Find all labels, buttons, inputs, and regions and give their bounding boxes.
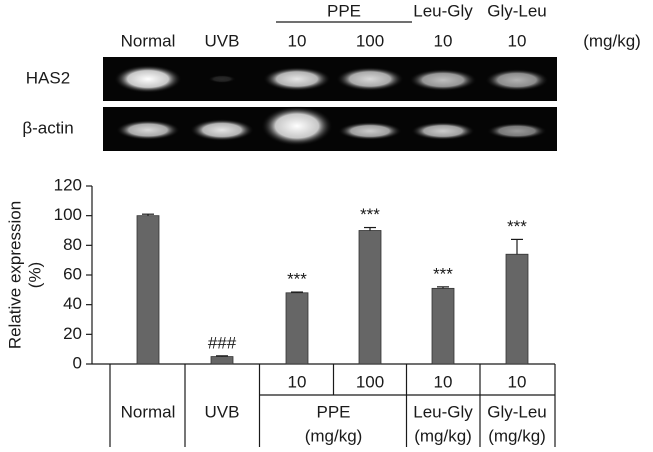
group-label: UVB bbox=[205, 402, 240, 421]
lane-group: PPE bbox=[327, 1, 361, 20]
bar bbox=[505, 253, 529, 365]
lane-group: Leu-Gly bbox=[413, 1, 473, 20]
dose-label: 10 bbox=[508, 372, 527, 391]
significance: ### bbox=[208, 333, 237, 352]
lane-label: 100 bbox=[356, 31, 384, 50]
y-label: Relative expression bbox=[5, 201, 24, 349]
bar bbox=[136, 215, 160, 365]
group-label: Gly-Leu bbox=[487, 402, 547, 421]
group-unit: (mg/kg) bbox=[414, 426, 472, 445]
y-tick-label: 100 bbox=[54, 205, 82, 224]
significance: *** bbox=[507, 217, 527, 236]
bar bbox=[431, 287, 455, 365]
group-unit: (mg/kg) bbox=[488, 426, 546, 445]
bar bbox=[210, 356, 234, 365]
dose-label: 10 bbox=[434, 372, 453, 391]
unit-label: (mg/kg) bbox=[583, 31, 641, 50]
lane-label: UVB bbox=[205, 31, 240, 50]
y-tick-label: 0 bbox=[73, 353, 82, 372]
y-tick-label: 40 bbox=[63, 294, 82, 313]
bands bbox=[114, 65, 549, 146]
y-label: (%) bbox=[25, 262, 44, 288]
significance: *** bbox=[360, 205, 380, 224]
y-tick-label: 120 bbox=[54, 175, 82, 194]
lane-group: Gly-Leu bbox=[487, 1, 547, 20]
dose-label: 10 bbox=[288, 372, 307, 391]
dose-label: 100 bbox=[356, 372, 384, 391]
group-unit: (mg/kg) bbox=[305, 426, 363, 445]
y-tick-label: 20 bbox=[63, 324, 82, 343]
y-tick-label: 60 bbox=[63, 264, 82, 283]
significance: *** bbox=[287, 270, 307, 289]
lane-label: Normal bbox=[121, 31, 176, 50]
group-label: PPE bbox=[316, 402, 350, 421]
row-label: HAS2 bbox=[26, 68, 70, 87]
group-label: Leu-Gly bbox=[413, 402, 473, 421]
group-label: Normal bbox=[121, 402, 176, 421]
bar bbox=[358, 230, 382, 365]
significance: *** bbox=[433, 264, 453, 283]
y-tick-label: 80 bbox=[63, 235, 82, 254]
bar bbox=[285, 292, 309, 365]
lane-label: 10 bbox=[508, 31, 527, 50]
row-label: β-actin bbox=[22, 118, 73, 137]
lane-label: 10 bbox=[434, 31, 453, 50]
lane-label: 10 bbox=[288, 31, 307, 50]
